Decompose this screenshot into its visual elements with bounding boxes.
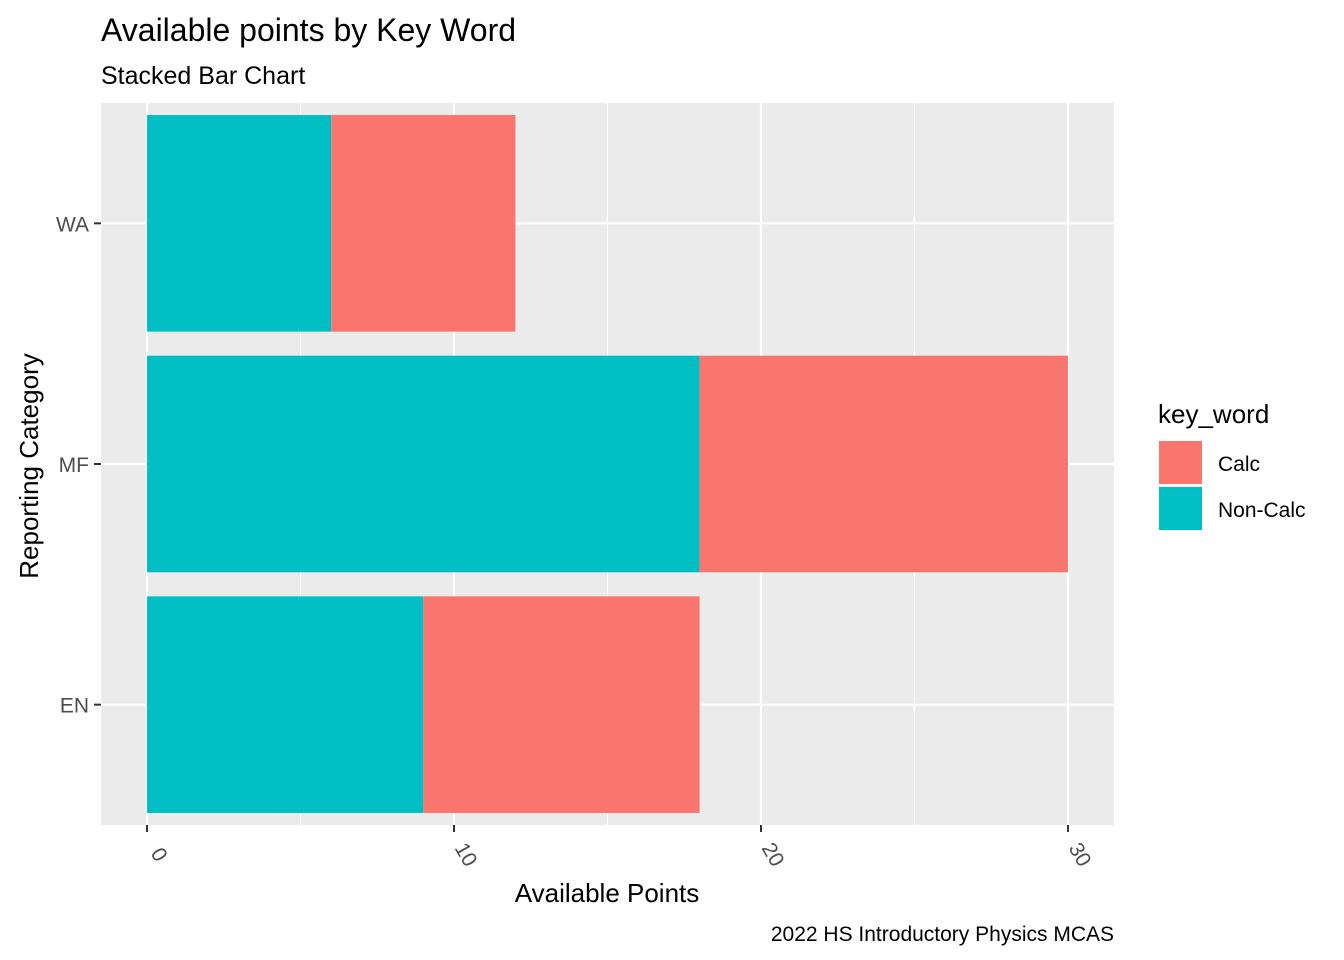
chart-subtitle: Stacked Bar Chart (101, 62, 305, 90)
legend-swatch-non-calc (1159, 487, 1202, 530)
y-axis: WA MF EN (56, 213, 101, 718)
bars (147, 115, 1068, 813)
legend-title: key_word (1158, 399, 1269, 429)
chart-caption: 2022 HS Introductory Physics MCAS (771, 923, 1114, 946)
y-tick-label-en: EN (60, 695, 89, 718)
bar-en-non-calc (147, 596, 424, 813)
x-tick-label-0: 0 (146, 844, 172, 866)
chart-title: Available points by Key Word (101, 12, 516, 48)
legend-label-calc: Calc (1218, 453, 1260, 476)
bar-en-calc (423, 596, 700, 813)
bar-mf-non-calc (147, 355, 700, 573)
bar-wa-non-calc (147, 115, 332, 332)
legend-swatch-calc (1159, 441, 1202, 484)
y-tick-label-mf: MF (59, 454, 89, 477)
x-tick-label-30: 30 (1064, 839, 1096, 871)
x-tick-label-20: 20 (757, 839, 789, 871)
bar-wa-calc (331, 115, 516, 332)
x-axis: 0 10 20 30 (146, 825, 1096, 871)
x-axis-title: Available Points (515, 878, 700, 908)
legend-label-non-calc: Non-Calc (1218, 499, 1306, 522)
x-tick-label-10: 10 (450, 839, 482, 871)
y-axis-title: Reporting Category (14, 353, 44, 578)
legend: key_word Calc Non-Calc (1158, 399, 1306, 530)
bar-mf-calc (699, 355, 1068, 573)
y-tick-label-wa: WA (56, 213, 89, 236)
